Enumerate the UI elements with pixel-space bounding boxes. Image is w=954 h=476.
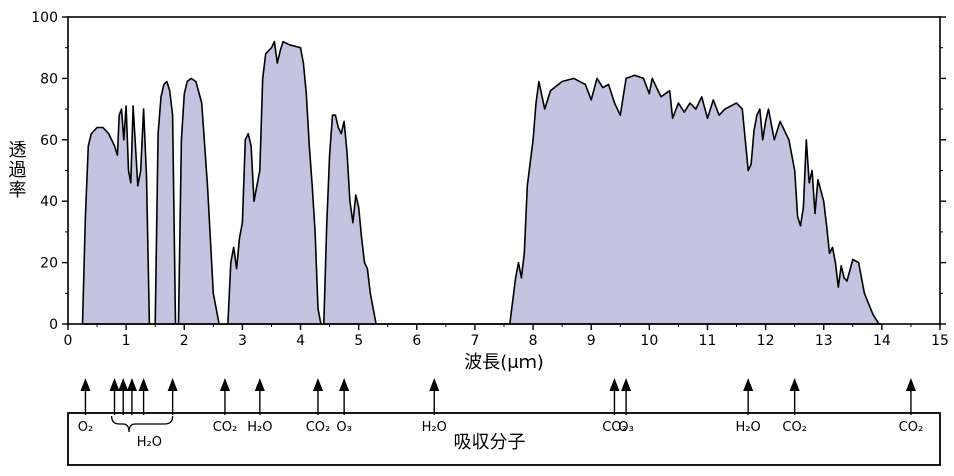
series-area-0 xyxy=(81,40,883,325)
x-tick-label: 3 xyxy=(238,333,247,349)
absorber-label: CO₂ xyxy=(782,420,807,435)
absorber-label: H₂O xyxy=(422,420,447,435)
absorber-label: CO₂ xyxy=(213,420,238,435)
x-tick-label: 9 xyxy=(587,333,596,349)
absorber-arrowhead xyxy=(312,378,323,391)
absorber-label: H₂O xyxy=(247,420,272,435)
x-tick-label: 1 xyxy=(122,333,131,349)
absorber-arrowhead xyxy=(621,378,632,391)
absorber-arrowhead xyxy=(126,378,137,391)
y-tick-label: 100 xyxy=(31,10,58,26)
absorber-arrowhead xyxy=(339,378,350,391)
absorber-label: H₂O xyxy=(137,435,162,450)
x-tick-label: 6 xyxy=(412,333,421,349)
y-tick-label: 60 xyxy=(40,133,58,149)
absorber-label: H₂O xyxy=(736,420,761,435)
absorber-label: O₃ xyxy=(618,420,633,435)
absorber-arrowhead xyxy=(789,378,800,391)
x-axis-label: 波長(μｍ) xyxy=(464,352,544,373)
x-tick-label: 7 xyxy=(470,333,479,349)
y-tick-label: 40 xyxy=(40,194,58,210)
x-tick-label: 2 xyxy=(180,333,189,349)
absorber-arrowhead xyxy=(609,378,620,391)
absorber-arrowhead xyxy=(109,378,120,391)
absorber-arrowhead xyxy=(219,378,230,391)
x-tick-label: 12 xyxy=(757,333,775,349)
x-tick-label: 10 xyxy=(640,333,658,349)
absorber-arrowhead xyxy=(254,378,265,391)
x-tick-label: 11 xyxy=(699,333,717,349)
y-tick-label: 0 xyxy=(49,317,58,333)
y-axis-label: 透過率 xyxy=(6,140,27,200)
absorber-label: CO₂ xyxy=(306,420,331,435)
absorber-arrowhead xyxy=(429,378,440,391)
x-tick-label: 4 xyxy=(296,333,305,349)
absorption-title: 吸収分子 xyxy=(453,432,525,453)
x-tick-label: 5 xyxy=(354,333,363,349)
x-tick-label: 14 xyxy=(873,333,891,349)
x-tick-label: 8 xyxy=(529,333,538,349)
absorber-label: O₃ xyxy=(336,420,351,435)
absorption-box xyxy=(67,412,941,466)
absorber-arrowhead xyxy=(138,378,149,391)
absorber-label: CO₂ xyxy=(899,420,924,435)
absorber-arrowhead xyxy=(118,378,129,391)
x-tick-label: 13 xyxy=(815,333,833,349)
y-tick-label: 80 xyxy=(40,71,58,87)
absorber-arrowhead xyxy=(80,378,91,391)
absorber-arrowhead xyxy=(167,378,178,391)
x-tick-label: 15 xyxy=(931,333,949,349)
absorber-arrowhead xyxy=(905,378,916,391)
h2o-bracket xyxy=(110,415,174,433)
absorber-label: O₂ xyxy=(78,420,93,435)
x-tick-label: 0 xyxy=(64,333,73,349)
absorber-arrowhead xyxy=(743,378,754,391)
absorber-label: CO₂ xyxy=(602,420,627,435)
y-tick-label: 20 xyxy=(40,256,58,272)
